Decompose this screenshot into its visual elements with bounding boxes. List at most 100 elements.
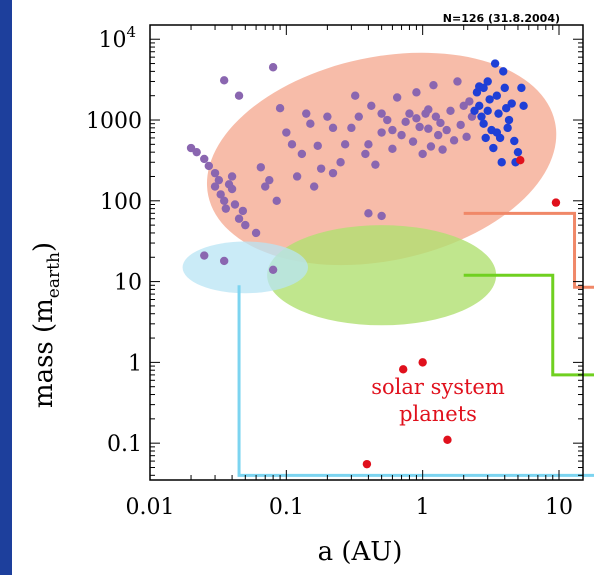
blue-data-point [510,136,519,146]
purple-data-point [292,172,302,181]
blue-data-point [513,147,523,157]
y-tick-label: 0.1 [107,432,142,457]
purple-data-point [256,163,266,172]
y-tick-label: 10 [114,271,142,296]
x-tick-label: 1 [416,495,430,520]
red-data-point [551,198,561,207]
purple-data-point [453,77,462,86]
salmon_line-boundary-line [463,211,594,289]
blue-data-point [499,67,508,76]
purple-data-point [377,211,386,221]
purple-data-point [412,88,421,97]
purple-data-point [210,182,220,191]
purple-data-point [347,123,356,133]
purple-data-point [261,182,270,191]
purple-data-point [216,190,225,199]
blue-data-point [497,158,506,167]
blue_line-boundary-line [237,285,594,477]
purple-data-point [340,140,350,149]
purple-data-point [415,122,424,132]
purple-data-point [446,106,455,116]
blue-data-point [517,83,526,93]
green-region [267,225,497,326]
purple-data-point [371,160,380,169]
blue-data-point [507,99,516,108]
purple-data-point [449,136,459,145]
purple-data-point [265,175,274,185]
purple-data-point [192,147,201,157]
blue-data-point [470,106,479,116]
purple-data-point [418,149,427,159]
red-data-point [418,358,427,367]
green_line-boundary-line [463,273,594,377]
purple-data-point [313,141,322,150]
y-tick-label: 100 [100,190,142,215]
purple-data-point [429,80,438,90]
blue-data-point [489,143,498,153]
purple-data-point [350,91,360,100]
purple-data-point [272,196,281,206]
purple-data-point [465,97,474,106]
annotation-line-2: planets [399,402,477,426]
purple-data-point [401,117,410,127]
purple-data-point [412,114,421,123]
purple-data-point [309,182,319,191]
purple-data-point [275,104,285,113]
blue-data-point [494,109,503,118]
blue-data-point [479,83,488,93]
purple-data-point [219,76,229,85]
purple-data-point [316,164,326,173]
purple-data-point [383,115,392,125]
purple-data-point [442,125,451,135]
purple-data-point [328,123,338,133]
red-data-point [516,156,525,165]
blue-data-point [504,115,514,125]
purple-data-point [456,120,465,130]
purple-data-point [230,200,240,209]
purple-data-point [392,93,402,102]
purple-data-point [436,118,445,128]
purple-data-point [302,109,311,118]
purple-data-point [424,105,433,114]
purple-data-point [227,172,237,181]
x-axis-title: a (AU) [318,537,403,567]
purple-data-point [367,101,376,110]
purple-data-point [433,130,443,140]
purple-data-point [388,144,397,154]
red-data-point [443,435,452,445]
purple-data-point [388,125,397,135]
blue-data-point [479,119,488,128]
purple-data-point [364,140,373,149]
y-tick-label: 1 [128,351,142,376]
blue-data-point [500,83,509,93]
purple-data-point [297,149,307,159]
x-tick-label: 0.01 [126,495,175,520]
blue-data-point [483,77,492,86]
lightblue-region [182,241,309,294]
purple-data-point [361,149,370,159]
purple-data-point [234,91,244,100]
purple-data-point [251,228,261,238]
purple-data-point [438,145,447,154]
purple-data-point [214,175,224,185]
blue-data-point [519,101,528,110]
y-tick-label: 1000 [86,109,142,134]
purple-data-point [377,128,386,137]
purple-data-point [459,101,468,110]
x-tick-label: 0.1 [269,495,304,520]
left-color-band [0,0,12,575]
red-data-point [399,365,408,374]
x-tick-label: 10 [545,495,573,520]
purple-data-point [268,265,278,274]
purple-data-point [241,220,250,230]
purple-data-point [238,206,248,216]
purple-data-point [426,142,436,151]
y-axis-title-close: ) [29,242,59,252]
purple-data-point [227,184,237,194]
purple-data-point [397,130,406,140]
purple-data-point [200,154,209,164]
purple-data-point [268,63,278,72]
purple-data-point [200,251,209,260]
purple-data-point [354,112,363,121]
